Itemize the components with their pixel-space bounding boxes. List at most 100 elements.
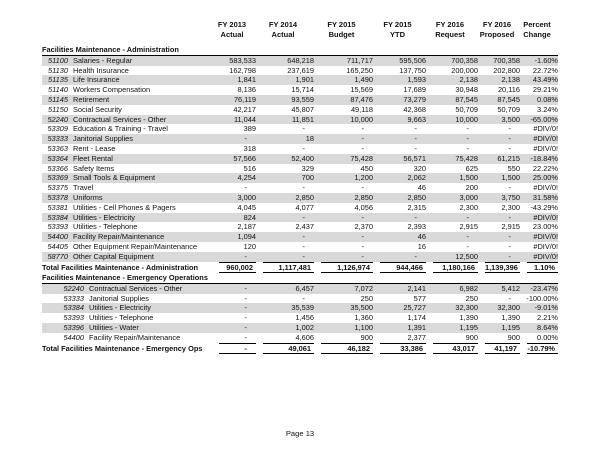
account-name: Utilities - Electricity — [73, 212, 136, 222]
value-cell: 2,915 — [501, 222, 521, 232]
account-label-cell: 53333 Janitorial Supplies — [42, 294, 212, 304]
total-value: 41,197 — [485, 342, 520, 354]
value-cell: 4,045 — [237, 202, 257, 212]
total-value-cell: 1,126,974 — [314, 261, 373, 273]
account-code: 53333 — [63, 293, 84, 303]
table-row-51100: 51100 Salaries - Regular 583,533 648,218 711… — [42, 55, 558, 66]
value-cell: -65.00% — [520, 114, 558, 125]
value-cell: 10,000 — [314, 114, 373, 125]
value-cell: 200,000 — [451, 65, 478, 75]
total-label: Total Facilities Maintenance - Administr… — [42, 261, 212, 273]
value-cell: - — [361, 143, 364, 153]
value-cell: - — [466, 241, 469, 251]
value-cell: - — [508, 124, 511, 134]
total-value: 1,126,974 — [321, 261, 373, 273]
value-cell: 25,727 — [373, 303, 426, 314]
value-cell: - — [373, 251, 426, 262]
value-cell: 45,807 — [291, 104, 314, 114]
value-cell: 1,195 — [478, 322, 520, 333]
value-cell: - — [414, 143, 417, 153]
value-cell: 1,100 — [314, 322, 373, 333]
value-cell: 577 — [413, 293, 426, 303]
value-cell: 1,901 — [256, 75, 314, 86]
account-label-cell: 51150 Social Security — [42, 105, 212, 115]
value-cell: - — [212, 303, 256, 314]
value-cell: 20,116 — [497, 85, 520, 95]
column-header-line1: FY 2015 — [383, 20, 412, 29]
value-cell: 2,850 — [314, 192, 373, 203]
value-cell: 237,619 — [287, 65, 314, 75]
value-cell: 329 — [301, 163, 314, 173]
value-cell: - — [244, 293, 247, 303]
value-cell: 2,850 — [373, 192, 426, 203]
value-cell: 1,200 — [314, 173, 373, 184]
value-cell: #DIV/0! — [520, 251, 558, 262]
value-cell: 6,982 — [426, 283, 478, 294]
account-code: 51150 — [47, 104, 68, 114]
value-cell: 12,500 — [426, 251, 478, 262]
table-row-53381: 53381 Utilities - Cell Phones & Pagers 4,0… — [42, 203, 558, 213]
value-cell: - — [466, 143, 469, 153]
value-cell: 56,571 — [373, 153, 426, 164]
column-header-line2: Change — [523, 30, 551, 39]
value-cell: 1,500 — [478, 173, 520, 184]
total-value-cell: 960,002 — [212, 261, 256, 273]
value-cell: - — [314, 251, 373, 262]
value-cell: 46 — [373, 232, 426, 242]
value-cell: 900 — [465, 332, 478, 342]
value-cell: 30,948 — [455, 85, 478, 95]
value-cell: -9.01% — [520, 303, 558, 314]
column-header-line2: YTD — [390, 30, 405, 39]
value-cell: 32,300 — [426, 303, 478, 314]
account-label-cell: 51135 Life Insurance — [42, 75, 212, 86]
total-value-cell: -10.79% — [520, 342, 558, 354]
account-name: Social Security — [73, 104, 122, 114]
account-label-cell: 53393 Utilities - Telephone — [42, 313, 212, 323]
account-code: 52240 — [47, 114, 68, 124]
header-spacer-cell — [42, 20, 212, 45]
total-value-cell: 1.10% — [520, 261, 558, 273]
column-header-line2: Request — [435, 30, 465, 39]
value-cell: 2,915 — [459, 222, 479, 232]
account-code: 58770 — [47, 251, 68, 261]
value-cell: 61,215 — [478, 153, 520, 164]
account-label-cell: 53384 Utilities - Electricity — [42, 303, 212, 314]
section-title: Facilities Maintenance - Administration — [42, 45, 558, 56]
value-cell: 23.00% — [532, 222, 558, 232]
section-title-row: Facilities Maintenance - Administration — [42, 45, 558, 56]
value-cell: 8.64% — [520, 322, 558, 333]
table-row-53384: 53384 Utilities - Electricity 824- - - - - #DIV… — [42, 212, 558, 223]
value-cell: 120 — [243, 241, 256, 251]
value-cell: 250 — [360, 293, 373, 303]
column-header-line1: FY 2014 — [268, 20, 298, 29]
account-name: Uniforms — [73, 192, 103, 202]
value-cell: 824 — [212, 212, 256, 223]
value-cell: 2.21% — [537, 313, 558, 323]
value-cell: #DIV/0! — [520, 212, 558, 223]
table-row-53333: 53333 Janitorial Supplies -18- - - - #DIV/0! — [42, 134, 558, 144]
value-cell: 32,300 — [478, 303, 520, 314]
value-cell: 6,457 — [256, 283, 314, 294]
value-cell: 550 — [507, 163, 520, 173]
account-label-cell: 53381 Utilities - Cell Phones & Pagers — [42, 203, 212, 213]
column-header-1: FY 2014 Actual — [256, 20, 314, 45]
table-row-51140: 51140 Workers Compensation 8,136 15,714 15,5… — [42, 85, 558, 95]
account-label-cell: 51145 Retirement — [42, 94, 212, 105]
value-cell: - — [244, 183, 247, 193]
table-row-53378: 53378 Uniforms 3,000 2,850 2,850 2,850 3,000 3,… — [42, 192, 558, 203]
value-cell: 2,393 — [407, 222, 427, 232]
value-cell: 43.49% — [520, 75, 558, 86]
account-label-cell: 58770 Other Capital Equipment — [42, 251, 212, 262]
value-cell: - — [508, 143, 511, 153]
table-row-51130: 51130 Health Insurance 162,798 237,619 165,2… — [42, 66, 558, 76]
total-row: Total Facilities Maintenance - Emergency… — [42, 342, 558, 354]
column-header-5: FY 2016 Proposed — [478, 20, 520, 45]
value-cell: 200 — [465, 183, 478, 193]
account-label-cell: 52240 Contractual Services - Other — [42, 283, 212, 294]
value-cell: 900 — [507, 332, 520, 342]
account-name: Education & Training - Travel — [73, 124, 168, 134]
account-code: 53393 — [47, 222, 68, 232]
table-row-52240: 52240 Contractual Services - Other -6,457 7… — [42, 283, 558, 294]
value-cell: - — [361, 241, 364, 251]
account-name: Utilities - Telephone — [73, 222, 138, 232]
